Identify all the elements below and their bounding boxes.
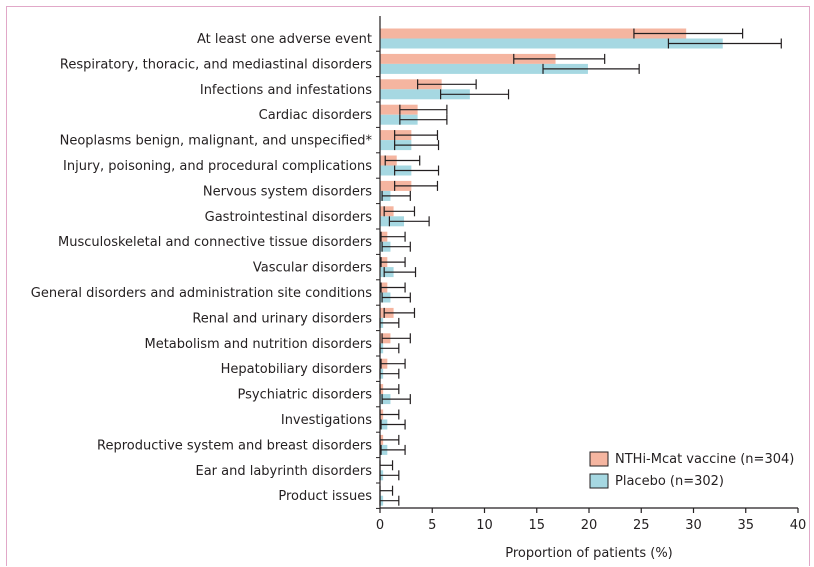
legend: NTHi-Mcat vaccine (n=304) Placebo (n=302) bbox=[589, 451, 794, 489]
x-tick-label: 40 bbox=[790, 518, 807, 533]
vaccine-error-bar bbox=[380, 358, 406, 369]
placebo-error-bar bbox=[381, 394, 411, 405]
placebo-bar bbox=[380, 114, 418, 125]
placebo-error-bar bbox=[542, 63, 640, 74]
legend-label: NTHi-Mcat vaccine (n=304) bbox=[615, 452, 794, 467]
category-label: Cardiac disorders bbox=[259, 108, 373, 123]
placebo-bar bbox=[380, 89, 470, 100]
category-label: Vascular disorders bbox=[253, 261, 372, 276]
vaccine-error-bar bbox=[417, 79, 477, 90]
x-tick-label: 0 bbox=[376, 518, 384, 533]
vaccine-bar bbox=[380, 79, 442, 90]
legend-item-vaccine: NTHi-Mcat vaccine (n=304) bbox=[589, 451, 794, 467]
vaccine-error-bar bbox=[380, 231, 406, 242]
category-label: At least one adverse event bbox=[197, 32, 372, 47]
placebo-error-bar bbox=[381, 241, 411, 252]
category-label: Renal and urinary disorders bbox=[192, 311, 372, 326]
x-tick-label: 30 bbox=[685, 518, 702, 533]
vaccine-bar bbox=[380, 53, 556, 64]
placebo-bar bbox=[380, 38, 723, 49]
category-label: Metabolism and nutrition disorders bbox=[144, 337, 372, 352]
placebo-error-bar bbox=[440, 89, 510, 100]
x-tick-label: 25 bbox=[633, 518, 650, 533]
vaccine-error-bar bbox=[379, 460, 394, 471]
category-label: Injury, poisoning, and procedural compli… bbox=[63, 159, 372, 174]
legend-swatch bbox=[589, 451, 609, 467]
x-tick-label: 10 bbox=[476, 518, 493, 533]
placebo-error-bar bbox=[399, 114, 448, 125]
placebo-error-bar bbox=[380, 444, 406, 455]
vaccine-error-bar bbox=[399, 104, 448, 115]
bars-layer bbox=[380, 28, 723, 506]
legend-item-placebo: Placebo (n=302) bbox=[589, 473, 724, 489]
placebo-error-bar bbox=[381, 190, 411, 201]
legend-swatch bbox=[589, 473, 609, 489]
vaccine-error-bar bbox=[384, 155, 421, 166]
category-label: Reproductive system and breast disorders bbox=[97, 438, 372, 453]
vaccine-error-bar bbox=[380, 257, 406, 268]
x-tick-label: 5 bbox=[428, 518, 436, 533]
axes-layer: 0 5 10 15 20 25 30 35 40 bbox=[376, 16, 806, 533]
category-label: Infections and infestations bbox=[200, 83, 372, 98]
vaccine-bar bbox=[380, 104, 418, 115]
category-labels-layer: At least one adverse event Respiratory, t… bbox=[31, 32, 373, 504]
category-label: Musculoskeletal and connective tissue di… bbox=[58, 235, 372, 250]
placebo-error-bar bbox=[394, 165, 440, 176]
placebo-error-bar bbox=[667, 38, 782, 49]
category-label: Gastrointestinal disorders bbox=[205, 210, 373, 225]
placebo-error-bar bbox=[394, 140, 440, 151]
category-label: Nervous system disorders bbox=[203, 184, 372, 199]
vaccine-error-bar bbox=[394, 130, 439, 141]
x-axis-title: Proportion of patients (%) bbox=[505, 546, 673, 561]
x-tick-label: 15 bbox=[528, 518, 545, 533]
x-tick-label: 35 bbox=[737, 518, 754, 533]
vaccine-bar bbox=[380, 28, 687, 39]
error-bars-layer bbox=[379, 28, 782, 506]
placebo-error-bar bbox=[380, 419, 406, 430]
vaccine-error-bar bbox=[380, 282, 406, 293]
category-label: Product issues bbox=[278, 489, 372, 504]
category-label: Respiratory, thoracic, and mediastinal d… bbox=[60, 57, 372, 72]
category-label: Investigations bbox=[281, 413, 372, 428]
category-label: Psychiatric disorders bbox=[238, 388, 373, 403]
vaccine-error-bar bbox=[394, 180, 439, 191]
placebo-error-bar bbox=[381, 292, 411, 303]
vaccine-error-bar bbox=[379, 485, 394, 496]
vaccine-error-bar bbox=[383, 206, 416, 217]
placebo-error-bar bbox=[383, 267, 417, 278]
placebo-bar bbox=[380, 63, 588, 74]
vaccine-error-bar bbox=[383, 307, 416, 318]
category-label: Ear and labyrinth disorders bbox=[195, 464, 372, 479]
vaccine-error-bar bbox=[381, 333, 411, 344]
legend-label: Placebo (n=302) bbox=[615, 474, 724, 489]
vaccine-error-bar bbox=[633, 28, 744, 39]
category-label: Hepatobiliary disorders bbox=[221, 362, 373, 377]
category-label: Neoplasms benign, malignant, and unspeci… bbox=[60, 134, 373, 149]
category-label: General disorders and administration sit… bbox=[31, 286, 372, 301]
placebo-error-bar bbox=[388, 216, 430, 227]
x-tick-label: 20 bbox=[581, 518, 598, 533]
vaccine-error-bar bbox=[513, 53, 606, 64]
figure-frame bbox=[6, 6, 810, 566]
